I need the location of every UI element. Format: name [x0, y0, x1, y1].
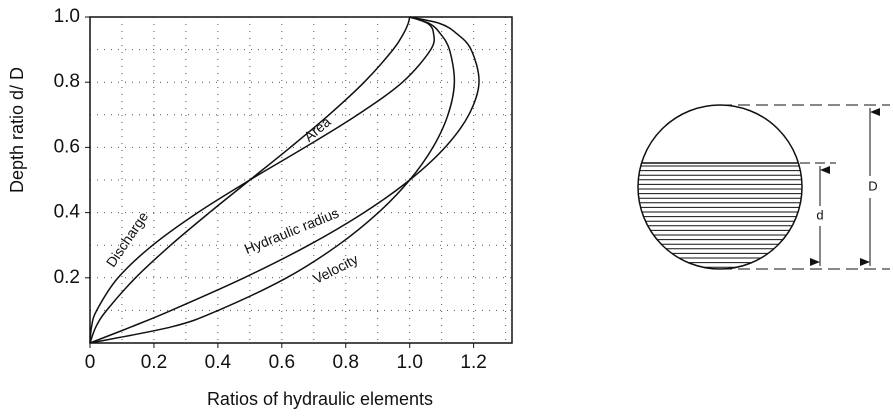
y-axis-label: Depth ratio d/ D	[7, 67, 27, 193]
x-tick-label: 0.2	[141, 352, 167, 373]
curve-label: Velocity	[310, 251, 360, 287]
curve-label: Discharge	[103, 208, 152, 269]
x-tick-label: 1.0	[396, 352, 422, 373]
plot-frame	[89, 16, 513, 344]
y-tick-label: 0.8	[54, 71, 80, 92]
pipe-diagram: D d	[637, 104, 890, 270]
x-tick-label: 0.6	[269, 352, 295, 373]
water-hatching	[638, 162, 802, 268]
D-label: D	[868, 178, 877, 193]
y-tick-label: 0.4	[54, 202, 81, 223]
x-tick-label: 0.4	[205, 352, 232, 373]
x-tick-label: 1.2	[460, 352, 486, 373]
curve-label: Hydraulic radius	[242, 205, 341, 257]
y-tick-label: 0.2	[54, 267, 80, 288]
curve	[89, 16, 435, 344]
curve	[89, 16, 480, 344]
y-tick-label: 1.0	[54, 6, 80, 27]
x-tick-label: 0	[85, 352, 96, 373]
grid	[90, 17, 512, 343]
x-tick-label: 0.8	[333, 352, 359, 373]
y-tick-label: 0.6	[54, 136, 80, 157]
curve	[89, 16, 456, 344]
x-axis-label: Ratios of hydraulic elements	[207, 389, 433, 409]
d-label: d	[816, 207, 823, 222]
curve	[89, 16, 411, 344]
